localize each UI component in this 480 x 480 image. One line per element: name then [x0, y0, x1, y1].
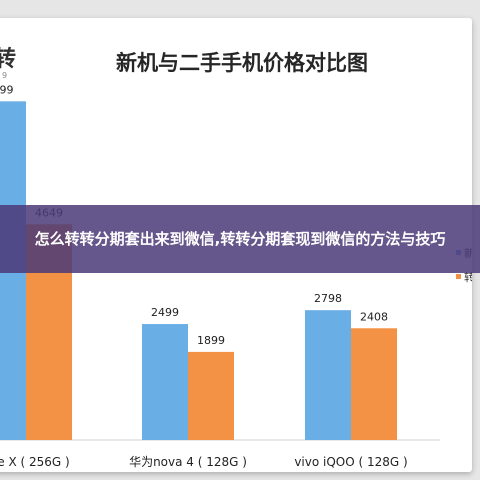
bar-value-label: 2408: [360, 310, 388, 323]
logo-subtext: 9: [2, 71, 7, 80]
bar-value-label: 2499: [151, 306, 179, 319]
bar-used-2: [351, 328, 397, 440]
bar-value-label: 2798: [314, 292, 342, 305]
chart-title: 新机与二手手机价格对比图: [116, 51, 368, 75]
category-label: vivo iQOO ( 128G ): [294, 455, 407, 469]
category-label: one X ( 256G ): [0, 455, 70, 469]
logo-text: 转: [0, 46, 16, 72]
legend-swatch: [456, 274, 461, 279]
banner-title: 怎么转转分期套出来到微信,转转分期套现到微信的方法与技巧: [34, 230, 446, 248]
title-banner[interactable]: 怎么转转分期套出来到微信,转转分期套现到微信的方法与技巧: [0, 205, 480, 273]
category-label: 华为nova 4 ( 128G ): [129, 455, 247, 469]
legend-label: 转转: [464, 270, 472, 284]
bar-new-2: [305, 310, 351, 440]
bar-value-label: 1899: [197, 334, 225, 347]
bar-new-1: [142, 324, 188, 440]
bar-used-1: [188, 351, 234, 440]
bar-value-label: 299: [0, 83, 14, 96]
